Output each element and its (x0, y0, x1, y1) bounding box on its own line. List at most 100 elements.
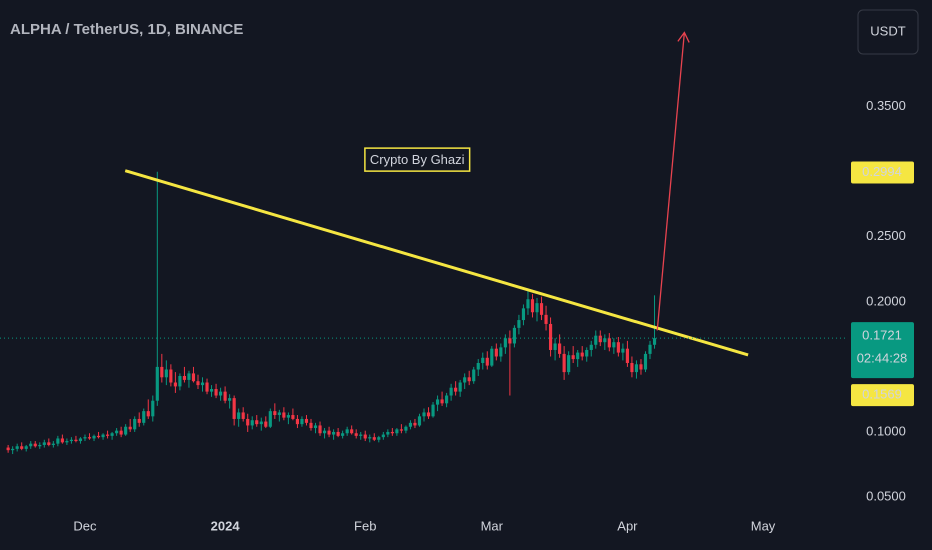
candle-body (318, 425, 322, 434)
candle-body (182, 376, 187, 380)
y-tick-label: 0.1000 (866, 423, 906, 438)
candle-body (521, 308, 526, 321)
candle-body (29, 443, 33, 447)
candle-body (336, 431, 340, 436)
candle-body (304, 418, 309, 423)
candle-body (603, 338, 607, 343)
candle-body (259, 421, 263, 425)
candle-body (101, 434, 105, 438)
candle-body (368, 437, 372, 439)
candle-body (300, 418, 304, 425)
candle-body (232, 398, 236, 419)
candle-body (399, 429, 403, 431)
candle-body (463, 377, 467, 383)
candle-body (648, 344, 652, 354)
candle-body (386, 431, 390, 435)
candle-body (106, 434, 110, 436)
candle-body (92, 435, 96, 439)
candle-body (544, 314, 548, 324)
candle-body (490, 348, 494, 366)
candle-body (630, 362, 634, 373)
candle-body (151, 400, 155, 417)
currency-button[interactable]: USDT (857, 9, 919, 55)
candle-body (119, 430, 123, 435)
candle-body (282, 412, 286, 418)
candle-body (390, 431, 394, 434)
trendline (124, 169, 749, 357)
candle-body (200, 382, 205, 386)
candle-body (417, 416, 422, 426)
candle-body (535, 303, 539, 313)
candle-body (327, 430, 331, 435)
chart-title: ALPHA / TetherUS, 1D, BINANCE (10, 21, 243, 38)
y-tick-label: 0.3500 (866, 98, 906, 113)
candle-body (408, 422, 413, 427)
candle-body (24, 446, 28, 449)
candle-body (503, 338, 507, 348)
candle-body (341, 433, 345, 436)
x-tick-label: Apr (617, 518, 638, 533)
candle-body (363, 434, 367, 439)
candle-body (616, 342, 620, 353)
candle-body (634, 364, 639, 373)
candle-body (526, 299, 530, 309)
annotation: Crypto By Ghazi (364, 147, 471, 172)
arrow-line (656, 32, 686, 331)
candle-body (494, 348, 498, 357)
button-frame[interactable] (857, 9, 919, 55)
candle-body (160, 366, 164, 378)
candle-body (124, 426, 128, 435)
candle-body (422, 412, 426, 417)
candle-body (607, 338, 611, 348)
price-label-badge (851, 384, 914, 407)
candle-body (264, 421, 268, 427)
candle-body (255, 420, 259, 425)
candle-body (567, 355, 571, 373)
candle-body (431, 404, 435, 417)
candle-body (571, 355, 575, 360)
candle-body (246, 418, 250, 426)
candle-body (594, 335, 598, 345)
candle-body (639, 364, 643, 370)
price-label: 0.1569 (862, 387, 902, 402)
candle-body (128, 426, 132, 430)
candle-body (65, 441, 69, 443)
candle-body (6, 447, 10, 451)
candle-body (20, 446, 24, 449)
candle-body (155, 366, 159, 401)
candle-body (309, 422, 313, 429)
current-price-badge (851, 322, 914, 379)
candle-body (652, 338, 657, 345)
candle-body (209, 389, 214, 392)
candle-body (413, 422, 417, 426)
candle-body (74, 439, 78, 442)
candle-body (345, 429, 349, 434)
candle-body (598, 335, 602, 343)
candle-body (51, 443, 55, 445)
candle-body (277, 412, 281, 416)
x-tick-label: 2024 (211, 518, 241, 533)
candle-body (237, 412, 241, 419)
candle-body (585, 349, 589, 357)
candle-body (467, 377, 471, 382)
candle-body (359, 434, 363, 436)
candle-body (137, 418, 141, 423)
candle-body (96, 435, 101, 438)
candle-body (169, 369, 173, 383)
candle-body (449, 387, 453, 396)
candle-body (241, 412, 245, 419)
price-label: 0.2994 (862, 164, 902, 179)
y-tick-label: 0.2500 (866, 228, 906, 243)
candle-body (42, 442, 46, 445)
button-label[interactable]: USDT (870, 23, 905, 38)
x-tick-label: Dec (73, 518, 97, 533)
candle-body (553, 343, 557, 350)
candle-body (268, 411, 272, 427)
candle-body (187, 373, 191, 380)
y-tick-label: 0.0500 (866, 488, 906, 503)
candle-body (291, 415, 295, 419)
candle-body (205, 382, 209, 392)
candle-body (517, 320, 521, 328)
candle-body (621, 348, 625, 353)
